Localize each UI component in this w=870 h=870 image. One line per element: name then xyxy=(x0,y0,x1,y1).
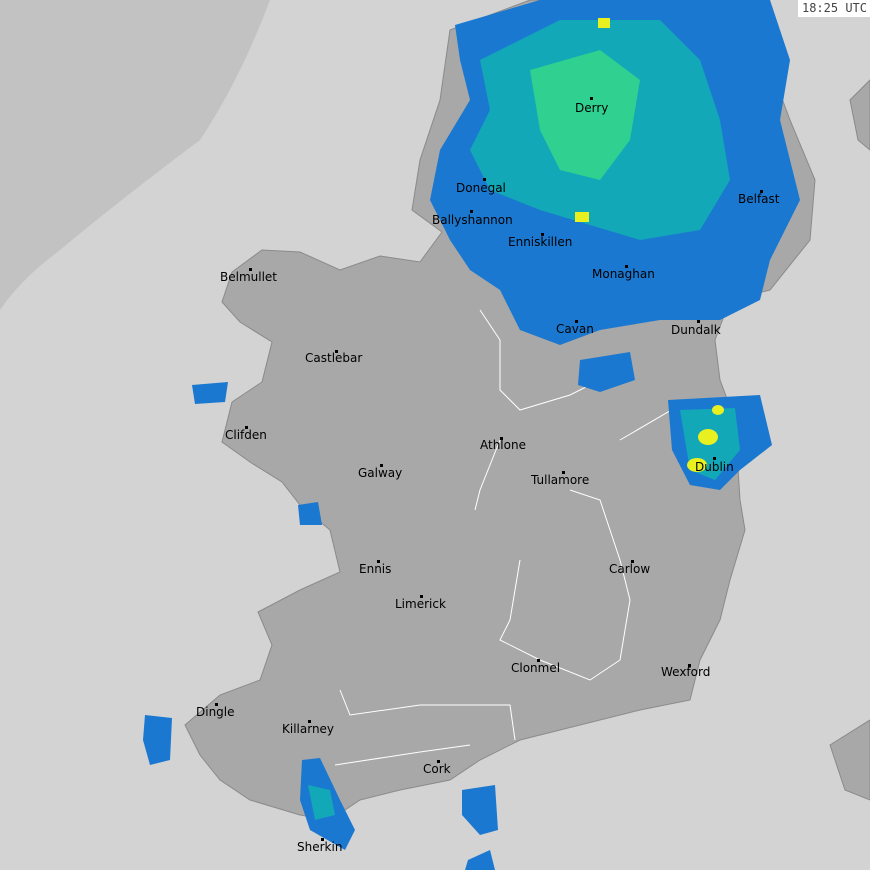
radar-north-intense xyxy=(598,18,610,28)
city-dot xyxy=(541,233,544,236)
timestamp: 18:25 UTC xyxy=(797,0,870,17)
city-dot xyxy=(631,560,634,563)
radar-dublin-intense xyxy=(687,458,707,472)
city-dot xyxy=(562,471,565,474)
city-dot xyxy=(245,426,248,429)
city-label: Enniskillen xyxy=(508,235,573,249)
city-label: Belmullet xyxy=(220,270,277,284)
city-dot xyxy=(420,595,423,598)
city-dot xyxy=(321,838,324,841)
city-dot xyxy=(308,720,311,723)
radar-galway-bay xyxy=(298,502,322,525)
city-dot xyxy=(688,664,691,667)
radar-west-cork-mod xyxy=(308,785,335,820)
city-label: Wexford xyxy=(661,665,711,679)
city-dot xyxy=(380,464,383,467)
city-dot xyxy=(537,659,540,662)
city-dot xyxy=(437,760,440,763)
city-label: Cavan xyxy=(556,322,594,336)
city-label: Dublin xyxy=(695,460,734,474)
radar-clifden xyxy=(192,382,228,404)
city-label: Athlone xyxy=(480,438,526,452)
city-dot xyxy=(335,350,338,353)
radar-north-heavy xyxy=(530,50,640,180)
radar-dublin-intense xyxy=(712,405,724,415)
city-label: Derry xyxy=(575,101,609,115)
wales-landmass xyxy=(829,719,870,801)
radar-cavan-shower xyxy=(578,352,635,392)
radar-dublin-intense xyxy=(698,429,718,445)
city-label: Monaghan xyxy=(592,267,655,281)
city-label: Killarney xyxy=(282,722,335,736)
city-label: Castlebar xyxy=(305,351,363,365)
city-label: Dundalk xyxy=(671,323,721,337)
city-dot xyxy=(483,178,486,181)
city-dot xyxy=(760,190,763,193)
city-label: Limerick xyxy=(395,597,446,611)
city-dot xyxy=(470,210,473,213)
city-label: Clonmel xyxy=(511,661,561,675)
city-dot xyxy=(590,97,593,100)
scotland-landmass xyxy=(849,79,870,151)
city-label: Galway xyxy=(358,466,403,480)
city-dot xyxy=(377,560,380,563)
city-label: Belfast xyxy=(738,192,780,206)
city-label: Sherkin xyxy=(297,840,343,854)
radar-echoes xyxy=(143,0,800,870)
city-label: Ballyshannon xyxy=(432,213,513,227)
city-dot xyxy=(249,268,252,271)
out-of-range-area xyxy=(0,0,270,310)
radar-south-sea xyxy=(462,785,498,835)
city-label: Dingle xyxy=(196,705,235,719)
radar-kerry-sea xyxy=(143,715,172,765)
city-dot xyxy=(215,703,218,706)
radar-north-intense xyxy=(575,212,589,222)
city-dot xyxy=(575,320,578,323)
city-dot xyxy=(697,320,700,323)
city-label: Donegal xyxy=(456,181,506,195)
city-label: Clifden xyxy=(225,428,267,442)
city-label: Cork xyxy=(423,762,451,776)
city-label: Tullamore xyxy=(531,473,590,487)
city-dot xyxy=(500,437,503,440)
radar-bottom xyxy=(465,850,495,870)
city-label: Ennis xyxy=(359,562,392,576)
city-label: Carlow xyxy=(609,562,651,576)
city-dot xyxy=(713,457,716,460)
city-dot xyxy=(625,265,628,268)
